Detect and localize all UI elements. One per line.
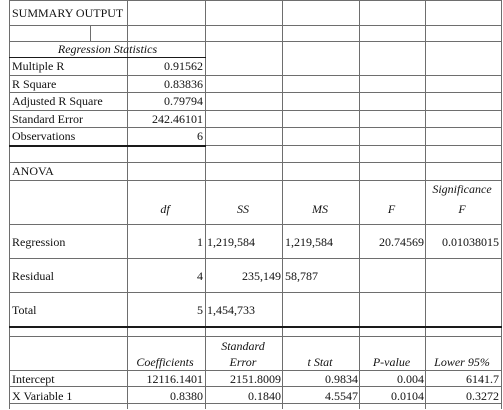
anova-ms: 58,787: [285, 269, 318, 283]
anova-row-label: Regression: [12, 235, 66, 249]
sheet-title: SUMMARY OUTPUT: [12, 6, 124, 20]
coef-lower-95: 6141.7: [466, 372, 499, 386]
grid-line-vertical: [127, 0, 128, 409]
grid-line-horizontal: [9, 0, 502, 1]
grid-line-horizontal: [9, 292, 502, 293]
grid-line-horizontal: [9, 145, 206, 147]
coef-row-label: X Variable 1: [12, 389, 73, 403]
grid-line-vertical: [501, 0, 502, 409]
anova-header-significance-f: F: [458, 202, 466, 216]
anova-row-label: Total: [12, 303, 37, 317]
anova-significance: 0.01038015: [442, 235, 499, 249]
coef-header-lower-95: Lower 95%: [434, 355, 490, 369]
coef-header-t-stat: t Stat: [307, 355, 333, 369]
stat-value: 0.83836: [164, 77, 203, 91]
stat-value: 6: [197, 129, 203, 143]
grid-line-horizontal: [9, 336, 502, 337]
stat-label: Adjusted R Square: [12, 94, 103, 108]
anova-title: ANOVA: [12, 164, 54, 178]
anova-ss: 235,149: [242, 269, 281, 283]
coef-header-coefficients: Coefficients: [136, 355, 194, 369]
anova-df: 4: [197, 269, 203, 283]
stat-value: 0.79794: [164, 94, 203, 108]
stat-label: R Square: [12, 77, 57, 91]
anova-header-ss: SS: [237, 202, 249, 216]
grid-line-horizontal: [9, 326, 502, 328]
grid-line-horizontal: [9, 75, 502, 76]
anova-ss: 1,219,584: [207, 235, 255, 249]
grid-line-horizontal: [9, 57, 206, 58]
grid-line-horizontal: [9, 403, 502, 404]
coef-header-error: Error: [229, 355, 257, 369]
anova-row-label: Residual: [12, 269, 54, 283]
grid-line-horizontal: [9, 41, 502, 42]
anova-f: 20.74569: [379, 235, 424, 249]
anova-header-f: F: [387, 202, 396, 216]
anova-header-significance: Significance: [432, 182, 492, 196]
coef-value: 0.8380: [170, 389, 203, 403]
coef-p-value: 0.0104: [391, 389, 424, 403]
coef-p-value: 0.004: [397, 372, 424, 386]
coef-standard-error: 2151.8009: [230, 372, 281, 386]
stat-label: Observations: [12, 129, 76, 143]
regression-statistics-header: Regression Statistics: [57, 42, 158, 56]
coef-header-p-value: P-value: [372, 355, 411, 369]
grid-line-vertical: [425, 0, 426, 409]
anova-header-ms: MS: [312, 202, 328, 216]
anova-df: 1: [197, 235, 203, 249]
grid-line-horizontal: [9, 110, 502, 111]
stat-label: Standard Error: [12, 112, 83, 126]
coef-t-stat: 0.9834: [325, 372, 358, 386]
grid-line-horizontal: [9, 127, 502, 128]
stat-value: 0.91562: [164, 59, 203, 73]
anova-header-df: df: [160, 202, 170, 216]
coef-row-label: Intercept: [12, 372, 55, 386]
grid-line-horizontal: [9, 162, 502, 163]
grid-line-horizontal: [9, 370, 502, 371]
grid-line-vertical: [205, 0, 206, 409]
anova-ms: 1,219,584: [285, 235, 333, 249]
coef-header-standard: Standard: [221, 339, 265, 353]
grid-line-horizontal: [9, 25, 502, 26]
coef-t-stat: 4.5547: [325, 389, 358, 403]
grid-line-horizontal: [9, 386, 502, 387]
grid-line-vertical: [282, 0, 283, 409]
coef-standard-error: 0.1840: [248, 389, 281, 403]
grid-line-horizontal: [9, 258, 502, 259]
grid-line-horizontal: [206, 145, 502, 146]
stat-label: Multiple R: [12, 59, 65, 73]
coef-lower-95: 0.3272: [466, 389, 499, 403]
coef-value: 12116.1401: [146, 372, 203, 386]
anova-df: 5: [197, 303, 203, 317]
grid-line-vertical: [9, 0, 10, 409]
grid-line-vertical: [90, 25, 91, 41]
grid-line-horizontal: [9, 224, 502, 225]
grid-line-horizontal: [9, 92, 502, 93]
stat-value: 242.46101: [152, 112, 203, 126]
grid-line-horizontal: [9, 180, 502, 181]
grid-line-vertical: [359, 0, 360, 409]
anova-ss: 1,454,733: [207, 303, 255, 317]
